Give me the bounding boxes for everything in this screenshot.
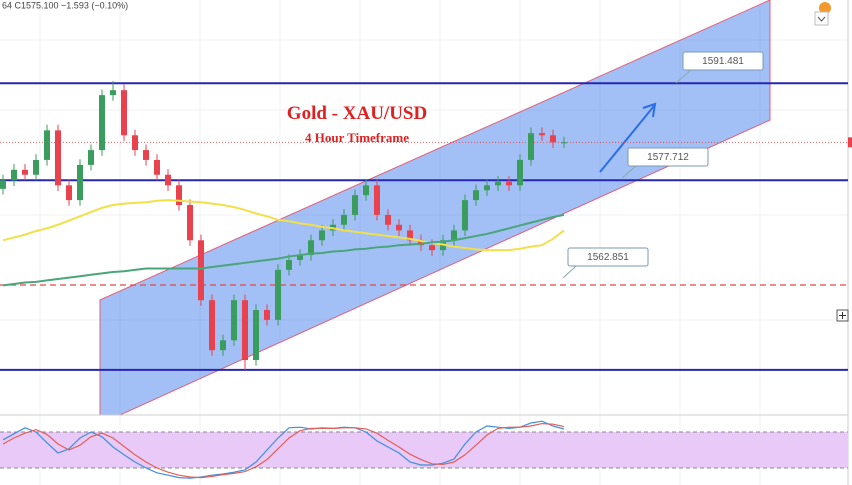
- candle-body: [110, 90, 116, 96]
- candle-body: [55, 130, 61, 186]
- candle-body: [132, 135, 138, 151]
- candle-body: [22, 169, 28, 175]
- candle-body: [176, 185, 182, 206]
- candle-body: [154, 159, 160, 175]
- crosshair-icon: [839, 312, 846, 319]
- candle-body: [264, 310, 270, 320]
- last-price-marker: [848, 137, 852, 148]
- candle-body: [231, 300, 237, 341]
- candle-body: [528, 133, 534, 160]
- menu-button[interactable]: [814, 11, 829, 26]
- callout-box: [682, 51, 764, 71]
- candle-body: [33, 159, 39, 175]
- callout-label: 1591.481: [702, 56, 744, 67]
- candle-body: [88, 150, 94, 165]
- chart-subtitle: 4 Hour Timeframe: [305, 130, 409, 145]
- candle-body: [352, 195, 358, 215]
- candle-body: [550, 135, 556, 143]
- candle-body: [407, 230, 413, 241]
- callout-box: [567, 247, 649, 267]
- candle-body: [99, 95, 105, 151]
- candle-body: [495, 181, 501, 186]
- candle-body: [77, 164, 83, 201]
- candle-body: [539, 133, 545, 136]
- moving-average: [2, 213, 565, 287]
- candle-body: [165, 174, 171, 186]
- candle-body: [363, 185, 369, 196]
- candle-body: [297, 255, 303, 260]
- oscillator-line: [2, 422, 565, 479]
- price-callout: 1577.712: [621, 147, 709, 179]
- callout-box: [627, 147, 709, 167]
- chart-title: Gold - XAU/USD: [287, 103, 427, 124]
- candle-body: [308, 240, 314, 256]
- candle-body: [121, 90, 127, 136]
- candle-body: [66, 185, 72, 201]
- candle-body: [341, 214, 347, 225]
- candle-body: [286, 259, 292, 270]
- menu-chevron: [817, 16, 826, 22]
- candle-body: [198, 240, 204, 301]
- callout-leader: [675, 69, 692, 84]
- callout-label: 1562.851: [587, 252, 629, 263]
- price-callout: 1591.481: [675, 51, 764, 84]
- candle-body: [429, 245, 435, 251]
- candle-body: [220, 340, 226, 351]
- candle-body: [462, 200, 468, 231]
- candle-body: [517, 159, 523, 186]
- candle-body: [275, 269, 281, 320]
- candle-body: [209, 300, 215, 351]
- candle-body: [374, 185, 380, 215]
- candle-body: [319, 230, 325, 241]
- candle-body: [473, 190, 479, 201]
- header-text: 64 C1575.100 −1.593 (−0.10%): [2, 0, 128, 10]
- candle-body: [187, 205, 193, 241]
- candle-body: [0, 180, 6, 189]
- alert-icon[interactable]: [819, 2, 831, 14]
- candle-body: [143, 150, 149, 160]
- callout-leader: [562, 265, 577, 279]
- band-fill: [0, 432, 848, 468]
- candle-body: [451, 230, 457, 241]
- candle-body: [253, 310, 259, 361]
- candle-body: [506, 181, 512, 186]
- price-callout: 1562.851: [562, 247, 649, 279]
- moving-average: [2, 199, 565, 252]
- candle-body: [418, 240, 424, 246]
- callout-leader: [621, 165, 637, 179]
- callout-label: 1577.712: [647, 152, 689, 163]
- trend-arrow: [599, 102, 657, 173]
- candle-body: [396, 224, 402, 231]
- candle-body: [385, 214, 391, 225]
- candle-body: [11, 169, 17, 181]
- candle-body: [44, 130, 50, 160]
- candle-body: [242, 300, 248, 361]
- candle-body: [484, 185, 490, 191]
- candle-body: [561, 142, 567, 144]
